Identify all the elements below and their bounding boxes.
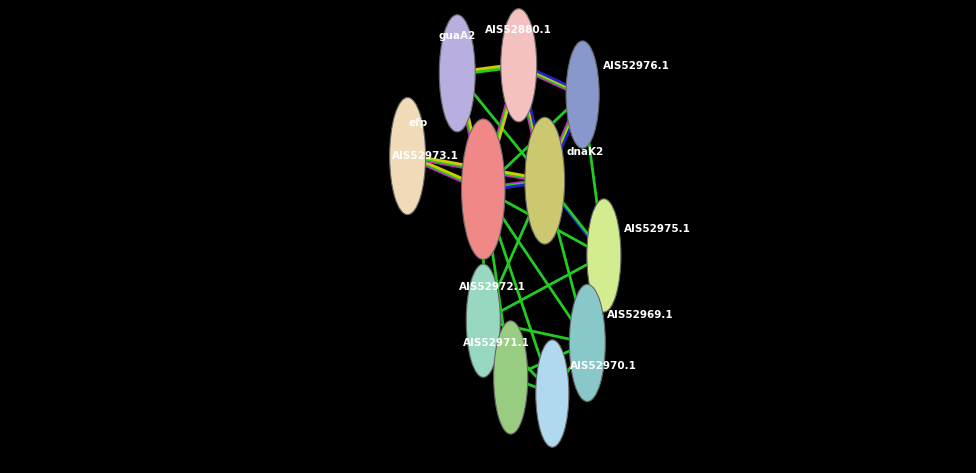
Text: AIS52975.1: AIS52975.1 — [624, 224, 691, 234]
Text: AIS52976.1: AIS52976.1 — [602, 61, 670, 71]
Text: AIS52973.1: AIS52973.1 — [391, 151, 459, 161]
Text: AIS52970.1: AIS52970.1 — [570, 361, 637, 371]
Text: dnaK2: dnaK2 — [566, 147, 603, 157]
Text: efp: efp — [408, 118, 427, 128]
Text: AIS52972.1: AIS52972.1 — [459, 282, 525, 292]
Ellipse shape — [439, 15, 475, 132]
Ellipse shape — [566, 41, 599, 148]
Ellipse shape — [569, 284, 605, 402]
Ellipse shape — [462, 119, 505, 260]
Ellipse shape — [525, 117, 565, 244]
Ellipse shape — [389, 97, 426, 215]
Text: AIS52971.1: AIS52971.1 — [463, 338, 530, 348]
Text: AIS52969.1: AIS52969.1 — [607, 310, 673, 320]
Ellipse shape — [587, 199, 621, 312]
Ellipse shape — [536, 340, 569, 447]
Text: guaA2: guaA2 — [438, 31, 476, 41]
Ellipse shape — [501, 9, 537, 122]
Ellipse shape — [467, 264, 501, 377]
Ellipse shape — [494, 321, 528, 434]
Text: AIS52880.1: AIS52880.1 — [485, 25, 552, 35]
